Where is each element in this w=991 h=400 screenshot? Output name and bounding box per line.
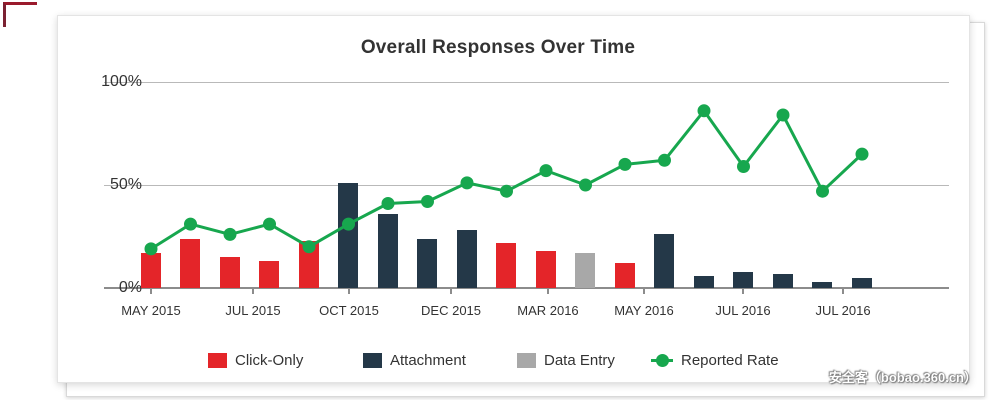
legend-item-reported-rate: Reported Rate xyxy=(651,352,779,369)
x-axis-tick xyxy=(347,288,350,294)
line-point xyxy=(579,178,592,192)
bar-click-only xyxy=(180,238,201,288)
legend-item-data-entry: Data Entry xyxy=(517,352,615,369)
corner-bracket-icon xyxy=(3,2,37,27)
bar-click-only xyxy=(614,263,635,288)
x-axis-tick xyxy=(842,288,845,294)
x-axis-label: OCT 2015 xyxy=(319,303,379,318)
legend-swatch xyxy=(363,353,382,368)
bar-click-only xyxy=(535,250,556,288)
line-point xyxy=(184,217,197,231)
bar-attachment xyxy=(417,238,438,288)
legend: Click-Only Attachment Data Entry Reported R… xyxy=(58,352,969,372)
line-point xyxy=(342,217,355,231)
legend-item-attachment: Attachment xyxy=(363,352,466,369)
line-point xyxy=(737,160,750,173)
x-axis-tick xyxy=(741,288,744,294)
x-axis-label: MAR 2016 xyxy=(517,303,579,318)
y-axis-label: 100% xyxy=(101,73,142,90)
line-point xyxy=(697,104,711,118)
x-axis-tick xyxy=(642,288,645,294)
bar-attachment xyxy=(377,213,398,288)
bar-attachment xyxy=(812,281,833,288)
bar-click-only xyxy=(259,261,280,288)
bar-attachment xyxy=(338,182,359,288)
x-axis-label: DEC 2015 xyxy=(421,303,482,318)
bar-attachment xyxy=(733,271,754,288)
line-point xyxy=(381,197,395,210)
line-point xyxy=(855,147,869,161)
legend-swatch xyxy=(517,353,536,368)
x-axis-label: JUL 2016 xyxy=(815,303,871,318)
plot-area: 0% 50% 100% MAY 2015 JUL 2015 OCT 2015 DEC 201… xyxy=(101,73,949,318)
chart-card: Overall Responses Over Time 0% 50% 100% MAY… xyxy=(57,15,970,383)
line-point xyxy=(263,217,276,231)
line-point xyxy=(144,242,158,256)
gridline xyxy=(104,185,949,186)
x-axis-baseline xyxy=(104,287,949,289)
x-axis-tick xyxy=(149,288,152,294)
bar-attachment xyxy=(851,277,872,288)
line-point xyxy=(302,240,316,254)
gridline xyxy=(104,82,949,83)
x-axis-tick xyxy=(450,288,453,294)
x-axis-tick xyxy=(546,288,549,294)
legend-label: Click-Only xyxy=(235,352,304,369)
watermark: 安全客（bobao.360.cn） xyxy=(828,370,977,385)
bar-attachment xyxy=(456,230,477,288)
bar-attachment xyxy=(654,234,675,288)
x-axis-label: JUL 2015 xyxy=(225,303,281,318)
y-axis-label: 50% xyxy=(109,176,142,193)
x-axis-tick xyxy=(251,288,254,294)
reported-rate-line xyxy=(144,104,869,256)
y-axis-label: 0% xyxy=(118,279,142,296)
line-point xyxy=(223,227,237,241)
line-point xyxy=(776,108,790,122)
legend-label: Data Entry xyxy=(544,352,615,369)
line-point xyxy=(421,195,434,208)
legend-label: Reported Rate xyxy=(681,352,779,369)
x-axis-label: MAY 2015 xyxy=(121,303,181,318)
bar-attachment xyxy=(772,273,793,288)
x-axis-label: MAY 2016 xyxy=(614,303,674,318)
line-point xyxy=(500,184,513,198)
line-point xyxy=(658,153,671,167)
bar-click-only xyxy=(140,252,161,288)
chart-title: Overall Responses Over Time xyxy=(360,37,636,58)
line-point xyxy=(816,184,829,198)
x-axis-label: JUL 2016 xyxy=(715,303,771,318)
legend-swatch xyxy=(208,353,227,368)
legend-line-marker-icon xyxy=(651,353,673,368)
bar-data-entry xyxy=(575,252,596,288)
reported-rate-path xyxy=(150,109,864,251)
line-point xyxy=(539,164,553,178)
bar-attachment xyxy=(693,275,714,288)
legend-marker-dot xyxy=(656,354,669,367)
bar-click-only xyxy=(298,240,319,288)
line-point xyxy=(460,176,474,190)
legend-item-click-only: Click-Only xyxy=(208,352,303,369)
bar-click-only xyxy=(219,257,240,288)
bar-click-only xyxy=(496,242,517,288)
line-point xyxy=(618,157,632,171)
legend-label: Attachment xyxy=(390,352,466,369)
